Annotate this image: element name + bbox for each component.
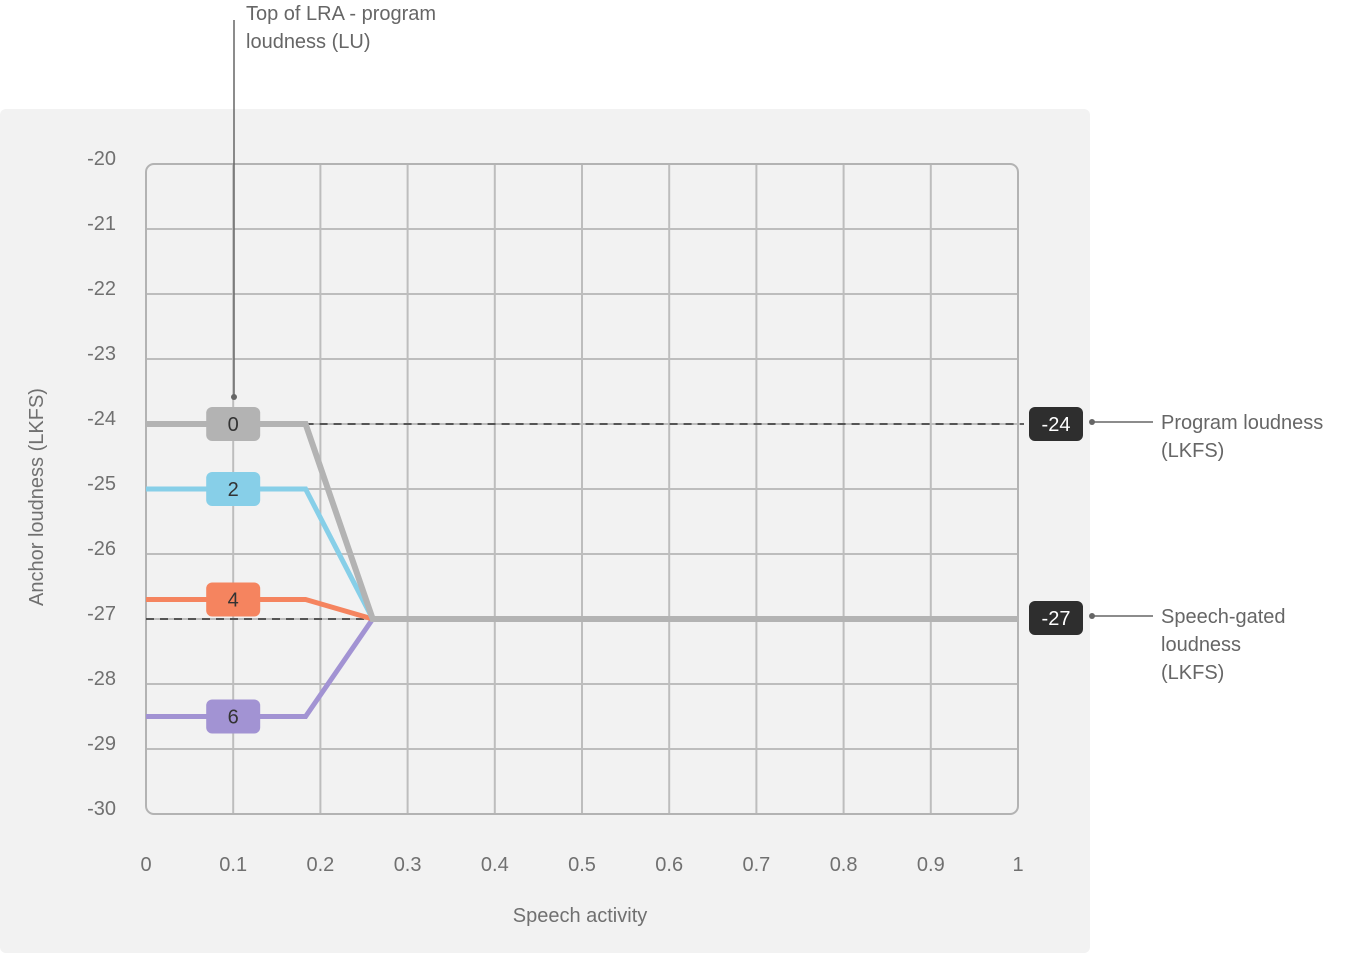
x-tick-label: 0 (140, 854, 151, 876)
y-tick-label: -29 (87, 733, 116, 755)
top-annotation-dot (231, 394, 237, 400)
x-tick-label: 0.2 (306, 854, 334, 876)
x-tick-label: 0.6 (655, 854, 683, 876)
grid (145, 163, 1019, 815)
y-tick-label: -20 (87, 148, 116, 170)
program-badge (1029, 407, 1083, 441)
program-badge-value: -24 (1042, 414, 1071, 436)
speech-annotation-line3: (LKFS) (1161, 662, 1224, 684)
series-badge-6 (206, 699, 261, 734)
speech-badge-value: -27 (1042, 608, 1071, 630)
y-tick-label: -30 (87, 798, 116, 820)
x-tick-label: 0.3 (394, 854, 422, 876)
x-tick-label: 0.5 (568, 854, 596, 876)
speech-badge (1029, 601, 1083, 635)
program-annotation-line1: Program loudness (1161, 412, 1323, 434)
y-tick-label: -23 (87, 343, 116, 365)
x-tick-label: 0.7 (742, 854, 770, 876)
speech-annotation-line2: loudness (1161, 634, 1241, 656)
x-tick-label: 0.1 (219, 854, 247, 876)
y-tick-label: -21 (87, 213, 116, 235)
x-axis-label: Speech activity (513, 905, 648, 927)
series-badge-2 (206, 472, 261, 506)
x-tick-label: 0.8 (830, 854, 858, 876)
y-tick-label: -27 (87, 603, 116, 625)
x-tick-label: 0.4 (481, 854, 509, 876)
top-annotation-line2: loudness (LU) (246, 31, 371, 53)
x-tick-label: 0.9 (917, 854, 945, 876)
y-tick-label: -26 (87, 538, 116, 560)
y-tick-label: -25 (87, 473, 116, 495)
series-badge-4 (206, 582, 261, 617)
series-badge-label: 4 (228, 590, 239, 612)
y-tick-label: -24 (87, 408, 116, 430)
reference-lines (146, 423, 1024, 620)
y-axis-ticks: -20 -21 -22 -23 -24 -25 -26 -27 -28 -29 -30 (87, 148, 116, 820)
y-axis-label: Anchor loudness (LKFS) (26, 388, 48, 606)
x-axis-ticks: 0 0.1 0.2 0.3 0.4 0.5 0.6 0.7 0.8 0.9 1 (140, 854, 1023, 876)
series-badge-0 (206, 407, 261, 441)
y-tick-label: -28 (87, 668, 116, 690)
top-annotation-line1: Top of LRA - program (246, 3, 436, 25)
speech-annotation-line1: Speech-gated (1161, 606, 1286, 628)
series-badge-label: 6 (228, 707, 239, 729)
series-labels: 0 2 4 6 (206, 407, 261, 734)
chart-panel (0, 109, 1090, 953)
x-tick-label: 1 (1012, 854, 1023, 876)
series-badge-label: 0 (228, 414, 239, 436)
y-tick-label: -22 (87, 278, 116, 300)
series-badge-label: 2 (228, 479, 239, 501)
program-annotation-line2: (LKFS) (1161, 440, 1224, 462)
